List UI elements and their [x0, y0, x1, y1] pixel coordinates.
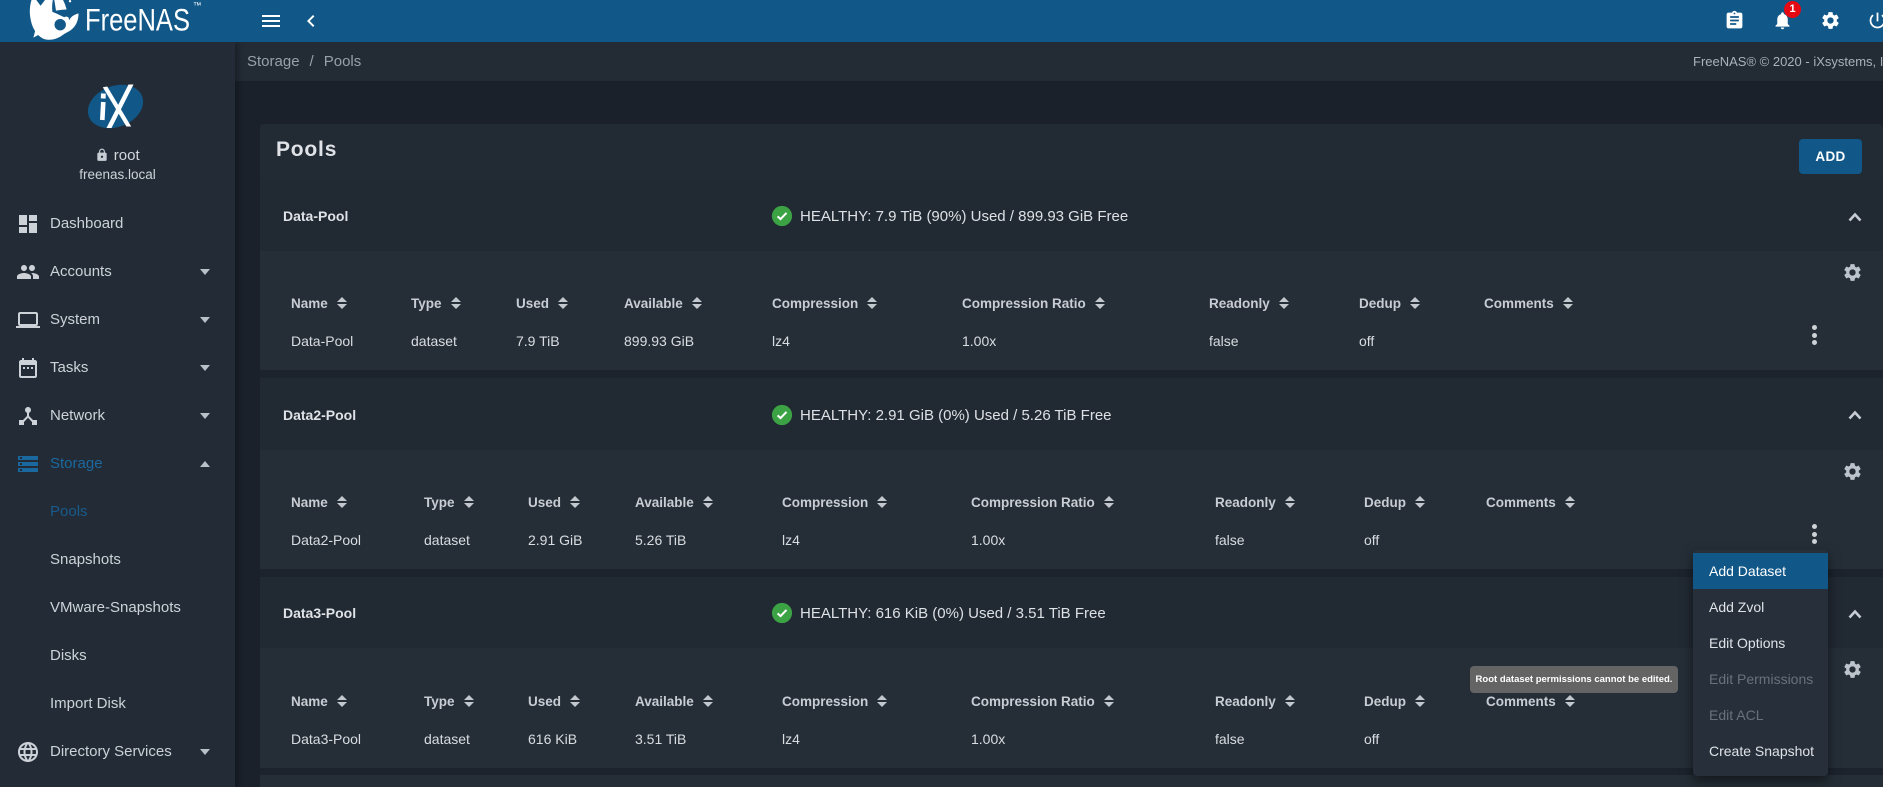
- svg-text:FreeNAS: FreeNAS: [85, 2, 190, 38]
- svg-text:™: ™: [193, 0, 202, 10]
